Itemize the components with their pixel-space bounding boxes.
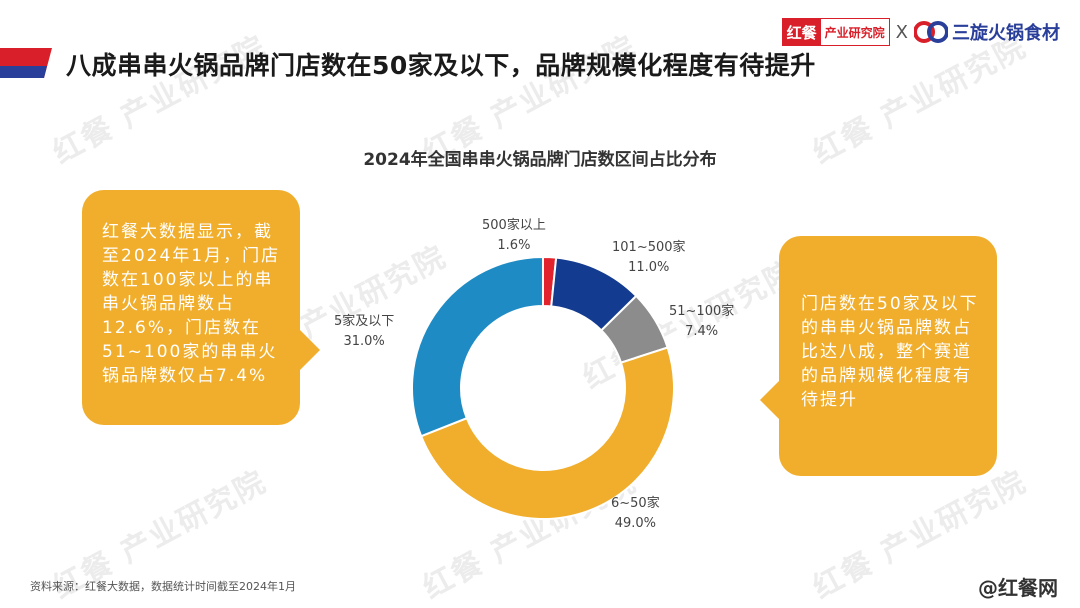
slice-label-51-100: 51~100家 7.4% [669,302,734,342]
slice-label-value: 7.4% [685,324,719,339]
slice-label-category: 51~100家 [669,304,735,319]
slice-label-value: 49.0% [614,516,657,531]
slice-label-category: 6~50家 [611,496,660,511]
slice-label-category: 500家以上 [482,218,546,233]
header-logos: 红餐 产业研究院 X 三旋火锅食材 [781,16,1060,48]
sanxuan-logo-icon [914,21,948,43]
title-accent-bar [0,48,52,78]
footer-brand: @红餐网 [978,576,1058,600]
page-title: 八成串串火锅品牌门店数在50家及以下，品牌规模化程度有待提升 [66,51,816,80]
hongcan-logo-text: 产业研究院 [824,25,885,40]
chart-title: 2024年全国串串火锅品牌门店数区间占比分布 [363,150,717,170]
callout-right-text: 门店数在50家及以下的串串火锅品牌数占比达八成，整个赛道的品牌规模化程度有待提升 [801,294,979,410]
callout-left-pointer [300,330,320,370]
donut-slice-3 [419,346,675,520]
logo-separator: X [895,21,908,43]
hongcan-logo: 红餐 产业研究院 [781,18,890,46]
sanxuan-logo-text: 三旋火锅食材 [952,23,1060,44]
callout-left-text: 红餐大数据显示，截至2024年1月，门店数在100家以上的串串火锅品牌数占12.… [102,222,281,386]
slice-label-500-plus: 500家以上 1.6% [482,216,546,256]
callout-right-pointer [760,380,780,420]
slice-label-value: 31.0% [343,334,385,349]
callout-right: 门店数在50家及以下的串串火锅品牌数占比达八成，整个赛道的品牌规模化程度有待提升 [779,236,997,476]
sanxuan-logo: 三旋火锅食材 [914,19,1060,45]
slice-label-value: 11.0% [628,260,670,275]
slice-label-value: 1.6% [497,238,531,253]
slice-label-101-500: 101~500家 11.0% [612,238,686,278]
donut-slice-4 [411,255,544,438]
slice-label-6-50: 6~50家 49.0% [611,494,660,534]
callout-left: 红餐大数据显示，截至2024年1月，门店数在100家以上的串串火锅品牌数占12.… [82,190,300,425]
hongcan-logo-mark: 红餐 [782,19,821,45]
slice-label-5-and-under: 5家及以下 31.0% [334,312,394,352]
slice-label-category: 5家及以下 [334,314,395,329]
data-source-note: 资料来源：红餐大数据，数据统计时间截至2024年1月 [30,580,296,593]
slice-label-category: 101~500家 [612,240,686,255]
